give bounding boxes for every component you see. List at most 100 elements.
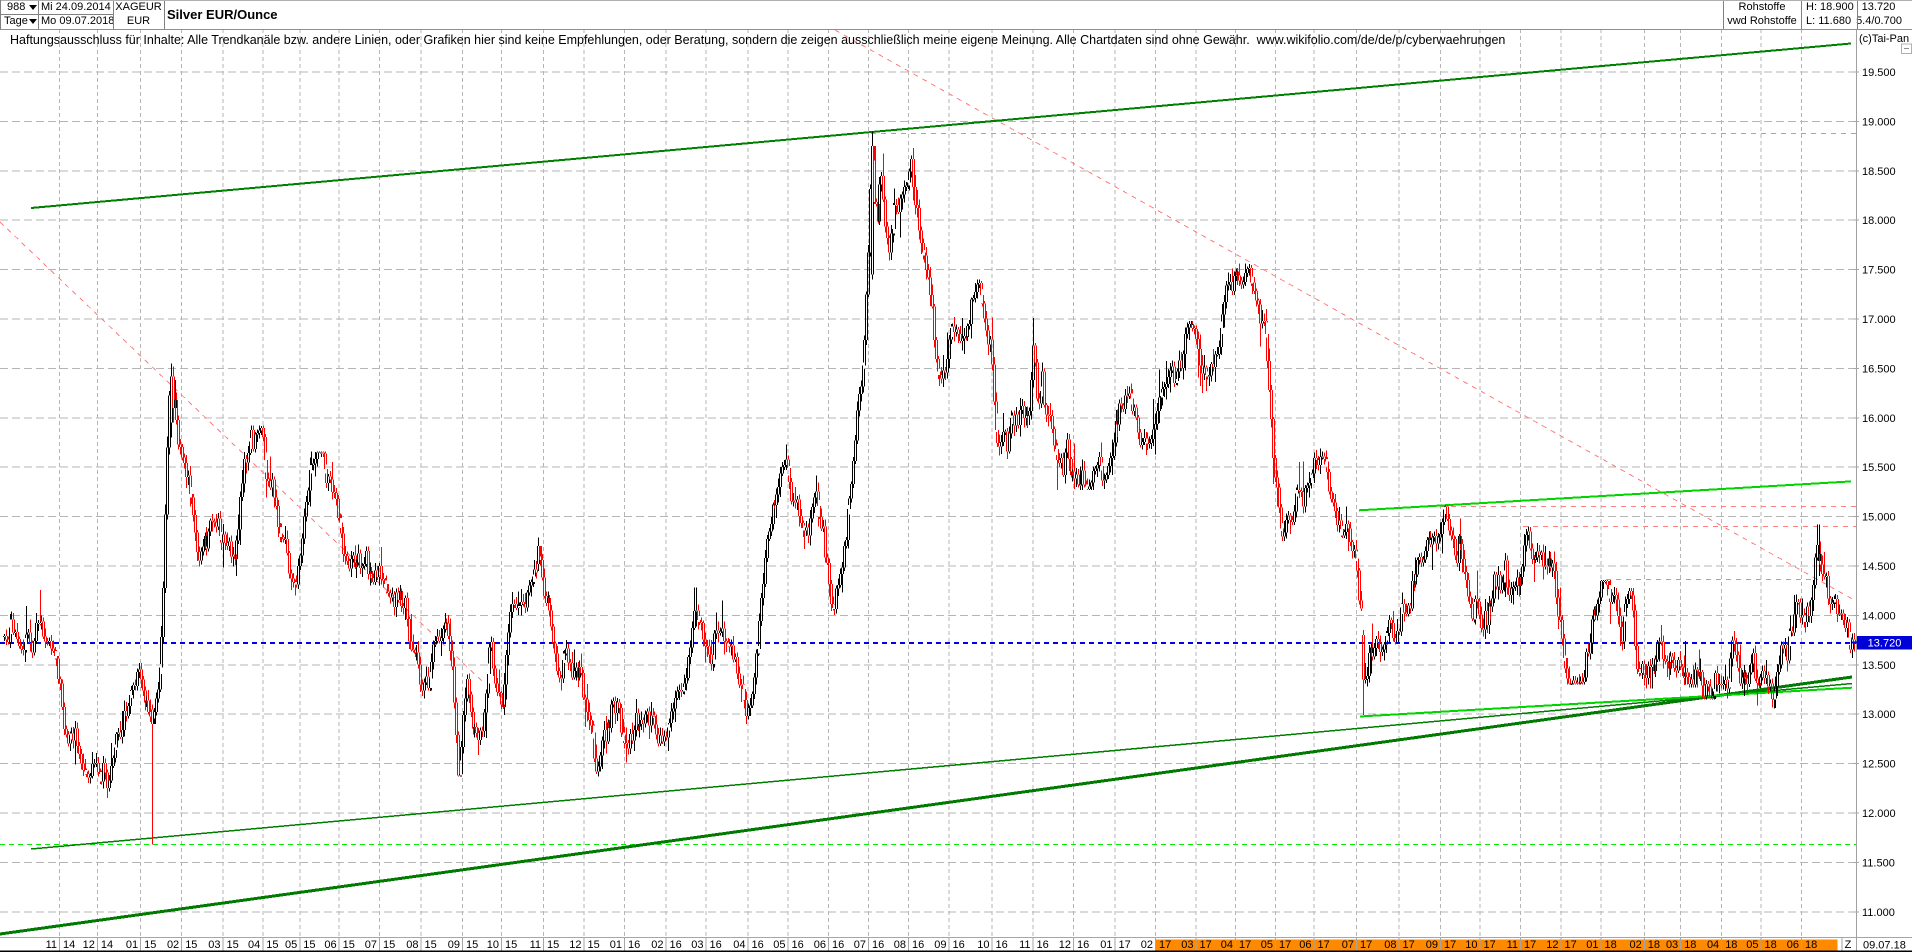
- svg-text:13.720: 13.720: [1868, 638, 1902, 650]
- svg-text:10: 10: [977, 939, 989, 951]
- svg-text:03: 03: [208, 939, 220, 951]
- svg-text:10: 10: [487, 939, 499, 951]
- svg-text:04: 04: [1221, 939, 1233, 951]
- svg-text:17: 17: [1484, 939, 1496, 951]
- svg-text:13.000: 13.000: [1862, 709, 1896, 721]
- svg-text:12: 12: [83, 939, 95, 951]
- svg-text:15: 15: [227, 939, 239, 951]
- svg-text:18: 18: [1684, 939, 1696, 951]
- svg-text:02: 02: [167, 939, 179, 951]
- svg-text:18: 18: [1765, 939, 1777, 951]
- svg-text:07: 07: [365, 939, 377, 951]
- svg-text:02: 02: [1141, 939, 1153, 951]
- svg-text:08: 08: [894, 939, 906, 951]
- svg-text:06: 06: [324, 939, 336, 951]
- svg-text:16: 16: [996, 939, 1008, 951]
- svg-text:16: 16: [1077, 939, 1089, 951]
- svg-text:19.500: 19.500: [1862, 67, 1896, 79]
- svg-text:18: 18: [1648, 939, 1660, 951]
- svg-text:11: 11: [46, 939, 57, 951]
- svg-text:17: 17: [1159, 939, 1171, 951]
- svg-text:17: 17: [1239, 939, 1251, 951]
- svg-text:15: 15: [303, 939, 315, 951]
- svg-text:05: 05: [1746, 939, 1758, 951]
- svg-text:17: 17: [1200, 939, 1212, 951]
- svg-text:15: 15: [425, 939, 437, 951]
- svg-text:15: 15: [547, 939, 559, 951]
- svg-text:01: 01: [126, 939, 138, 951]
- svg-text:16: 16: [832, 939, 844, 951]
- svg-text:12: 12: [569, 939, 581, 951]
- svg-text:16: 16: [628, 939, 640, 951]
- svg-text:15: 15: [343, 939, 355, 951]
- svg-text:17: 17: [1279, 939, 1291, 951]
- svg-text:14.500: 14.500: [1862, 561, 1896, 573]
- svg-text:16: 16: [872, 939, 884, 951]
- svg-text:01: 01: [1586, 939, 1598, 951]
- svg-text:17: 17: [1524, 939, 1536, 951]
- svg-text:15: 15: [185, 939, 197, 951]
- svg-text:06: 06: [1787, 939, 1799, 951]
- svg-text:16: 16: [953, 939, 965, 951]
- svg-text:15: 15: [383, 939, 395, 951]
- svg-text:14: 14: [101, 939, 113, 951]
- svg-text:17: 17: [1565, 939, 1577, 951]
- svg-text:11: 11: [1019, 939, 1030, 951]
- svg-text:18.500: 18.500: [1862, 166, 1896, 178]
- svg-text:06: 06: [814, 939, 826, 951]
- svg-text:18.000: 18.000: [1862, 215, 1896, 227]
- svg-text:12: 12: [1546, 939, 1558, 951]
- svg-text:17.000: 17.000: [1862, 314, 1896, 326]
- svg-text:15: 15: [588, 939, 600, 951]
- svg-text:17: 17: [1360, 939, 1372, 951]
- svg-text:14: 14: [63, 939, 75, 951]
- svg-text:15.000: 15.000: [1862, 512, 1896, 524]
- svg-text:05: 05: [285, 939, 297, 951]
- svg-text:17.500: 17.500: [1862, 265, 1896, 277]
- svg-text:16: 16: [1037, 939, 1049, 951]
- svg-text:16: 16: [710, 939, 722, 951]
- svg-text:15: 15: [505, 939, 517, 951]
- svg-text:16.500: 16.500: [1862, 363, 1896, 375]
- svg-text:08: 08: [1384, 939, 1396, 951]
- svg-text:11.500: 11.500: [1862, 857, 1895, 869]
- svg-text:05: 05: [1261, 939, 1273, 951]
- svg-text:02: 02: [651, 939, 663, 951]
- svg-text:12.000: 12.000: [1862, 808, 1896, 820]
- svg-text:12.500: 12.500: [1862, 759, 1896, 771]
- svg-text:15: 15: [266, 939, 278, 951]
- svg-text:09.07.18: 09.07.18: [1863, 940, 1906, 952]
- svg-text:18: 18: [1725, 939, 1737, 951]
- svg-text:16.000: 16.000: [1862, 413, 1896, 425]
- svg-text:17: 17: [1318, 939, 1330, 951]
- svg-text:18: 18: [1605, 939, 1617, 951]
- svg-text:18: 18: [1805, 939, 1817, 951]
- svg-text:03: 03: [1181, 939, 1193, 951]
- svg-text:06: 06: [1299, 939, 1311, 951]
- svg-text:11.000: 11.000: [1862, 907, 1895, 919]
- svg-text:13.500: 13.500: [1862, 660, 1896, 672]
- svg-text:03: 03: [1666, 939, 1678, 951]
- svg-text:19.000: 19.000: [1862, 116, 1896, 128]
- svg-text:16: 16: [792, 939, 804, 951]
- svg-text:16: 16: [670, 939, 682, 951]
- svg-text:15: 15: [466, 939, 478, 951]
- svg-text:02: 02: [1630, 939, 1642, 951]
- svg-text:11: 11: [530, 939, 541, 951]
- svg-text:11: 11: [1507, 939, 1518, 951]
- svg-text:17: 17: [1444, 939, 1456, 951]
- svg-text:15.500: 15.500: [1862, 462, 1896, 474]
- svg-text:15: 15: [144, 939, 156, 951]
- svg-text:09: 09: [934, 939, 946, 951]
- svg-text:04: 04: [248, 939, 260, 951]
- svg-text:10: 10: [1465, 939, 1477, 951]
- svg-text:16: 16: [752, 939, 764, 951]
- svg-text:05: 05: [773, 939, 785, 951]
- svg-text:16: 16: [912, 939, 924, 951]
- svg-text:04: 04: [733, 939, 745, 951]
- svg-text:01: 01: [610, 939, 622, 951]
- svg-text:17: 17: [1403, 939, 1415, 951]
- svg-text:04: 04: [1707, 939, 1719, 951]
- svg-text:14.000: 14.000: [1862, 610, 1896, 622]
- svg-text:09: 09: [448, 939, 460, 951]
